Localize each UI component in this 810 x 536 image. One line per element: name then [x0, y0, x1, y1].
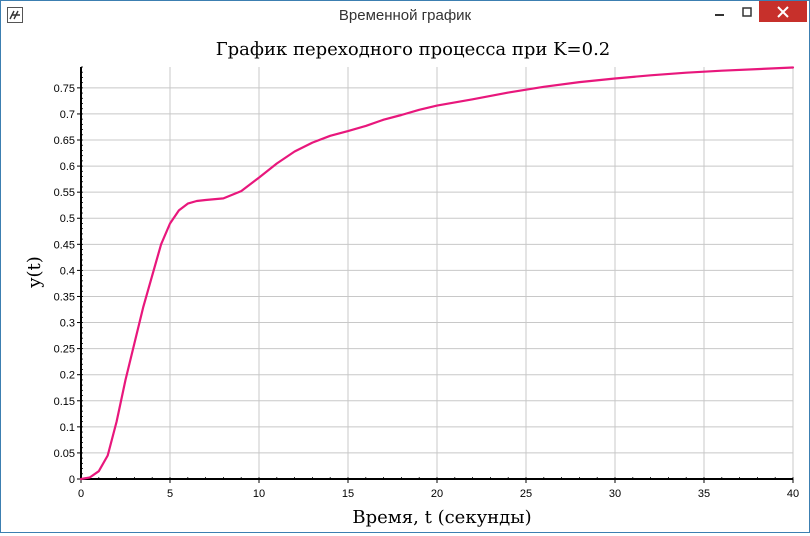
title-bar[interactable]: Временной график — [1, 1, 809, 30]
y-tick-label: 0 — [69, 474, 75, 486]
close-button[interactable] — [759, 1, 807, 22]
y-tick-label: 0.65 — [54, 135, 75, 147]
chart-area: График переходного процесса при K=0.2 0 5… — [1, 30, 809, 532]
maximize-button[interactable] — [734, 1, 760, 23]
x-axis-title: Время, t (секунды) — [352, 507, 531, 528]
y-tick-label: 0.1 — [60, 422, 75, 434]
chart-title: График переходного процесса при K=0.2 — [216, 39, 611, 60]
y-tick-label: 0.45 — [54, 239, 75, 251]
maximize-icon — [741, 6, 752, 17]
axis-layer — [77, 66, 794, 483]
x-tick-label: 0 — [78, 488, 84, 500]
y-tick-label: 0.15 — [54, 396, 75, 408]
y-tick-label: 0.35 — [54, 291, 75, 303]
y-tick-label: 0.2 — [60, 370, 75, 382]
tick-label-layer: 0 5 10 15 20 25 30 35 40 0 0.05 0.1 0.15 0.2 0.25 0.3 0.… — [54, 83, 800, 500]
close-icon — [777, 5, 789, 18]
y-axis-title: y(t) — [24, 256, 45, 288]
y-tick-label: 0.55 — [54, 187, 75, 199]
y-tick-label: 0.05 — [54, 448, 75, 460]
y-tick-label: 0.3 — [60, 318, 75, 330]
plot-app-icon[interactable] — [7, 7, 23, 23]
x-tick-label: 30 — [609, 488, 621, 500]
series-line-0 — [79, 66, 795, 481]
grid-layer — [80, 67, 794, 480]
window-title: Временной график — [338, 7, 472, 24]
x-tick-label: 35 — [698, 488, 710, 500]
y-tick-label: 0.4 — [60, 265, 75, 277]
x-tick-label: 10 — [253, 488, 265, 500]
x-tick-label: 25 — [520, 488, 532, 500]
x-tick-label: 15 — [342, 488, 354, 500]
transient-chart: График переходного процесса при K=0.2 0 5… — [24, 39, 800, 528]
y-tick-label: 0.75 — [54, 83, 75, 95]
x-tick-label: 40 — [787, 488, 799, 500]
y-tick-label: 0.6 — [60, 161, 75, 173]
x-tick-label: 5 — [167, 488, 173, 500]
y-tick-label: 0.7 — [60, 109, 75, 121]
minimize-icon — [715, 14, 724, 16]
series-layer — [79, 66, 795, 481]
y-tick-label: 0.5 — [60, 213, 75, 225]
minimize-button[interactable] — [707, 1, 733, 23]
x-tick-label: 20 — [431, 488, 443, 500]
y-tick-label: 0.25 — [54, 344, 75, 356]
